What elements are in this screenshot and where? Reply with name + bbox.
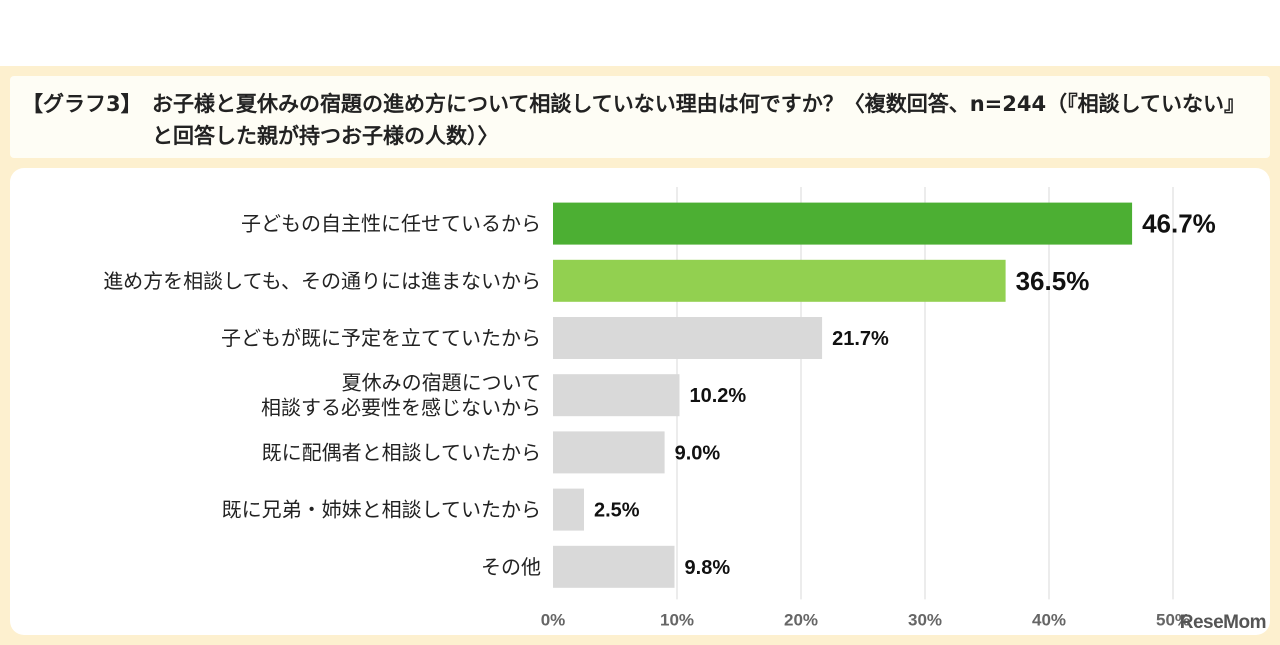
watermark-logo: ReseMom xyxy=(1179,612,1267,633)
category-label-2: 子どもが既に予定を立てていたから xyxy=(221,326,541,350)
category-label-1: 進め方を相談しても、その通りには進まないから xyxy=(103,269,541,293)
bar-1 xyxy=(553,259,1006,302)
value-label-3: 10.2% xyxy=(689,385,746,407)
chart-title: お子様と夏休みの宿題の進め方について相談していない理由は何ですか？〈複数回答、n… xyxy=(152,92,1245,148)
x-tick-label-2: 20% xyxy=(784,610,818,629)
value-label-6: 9.8% xyxy=(685,557,731,579)
value-label-1: 36.5% xyxy=(1016,266,1090,296)
bar-5 xyxy=(553,488,584,531)
x-tick-label-1: 10% xyxy=(660,610,694,629)
bar-4 xyxy=(553,431,665,474)
bar-2 xyxy=(553,317,823,359)
category-label-0: 子どもの自主性に任せているから xyxy=(241,212,541,236)
bar-chart: 46.7% 子どもの自主性に任せているから 36.5% 進め方を相談しても、その通りに… xyxy=(103,187,1216,629)
bar-6 xyxy=(553,545,675,588)
category-label-4: 既に配偶者と相談していたから xyxy=(262,440,541,464)
x-tick-label-3: 30% xyxy=(908,610,942,629)
title-box xyxy=(10,76,1270,158)
value-label-4: 9.0% xyxy=(675,442,721,464)
chart-panel: 46.7% 子どもの自主性に任せているから 36.5% 進め方を相談しても、その通りに… xyxy=(10,168,1270,635)
value-label-2: 21.7% xyxy=(832,328,889,350)
graph-tag: 【グラフ3】 xyxy=(22,92,142,116)
category-label-6: その他 xyxy=(481,555,541,579)
category-label-5: 既に兄弟・姉妹と相談していたから xyxy=(222,498,541,522)
x-tick-label-5: 50% xyxy=(1156,610,1190,629)
bar-0 xyxy=(553,202,1133,245)
value-label-5: 2.5% xyxy=(594,500,640,522)
bar-3 xyxy=(553,374,680,417)
x-tick-label-0: 0% xyxy=(541,610,566,629)
x-tick-label-4: 40% xyxy=(1032,610,1066,629)
category-label-3: 夏休みの宿題について相談する必要性を感じないから xyxy=(261,371,541,420)
value-label-0: 46.7% xyxy=(1142,209,1216,239)
